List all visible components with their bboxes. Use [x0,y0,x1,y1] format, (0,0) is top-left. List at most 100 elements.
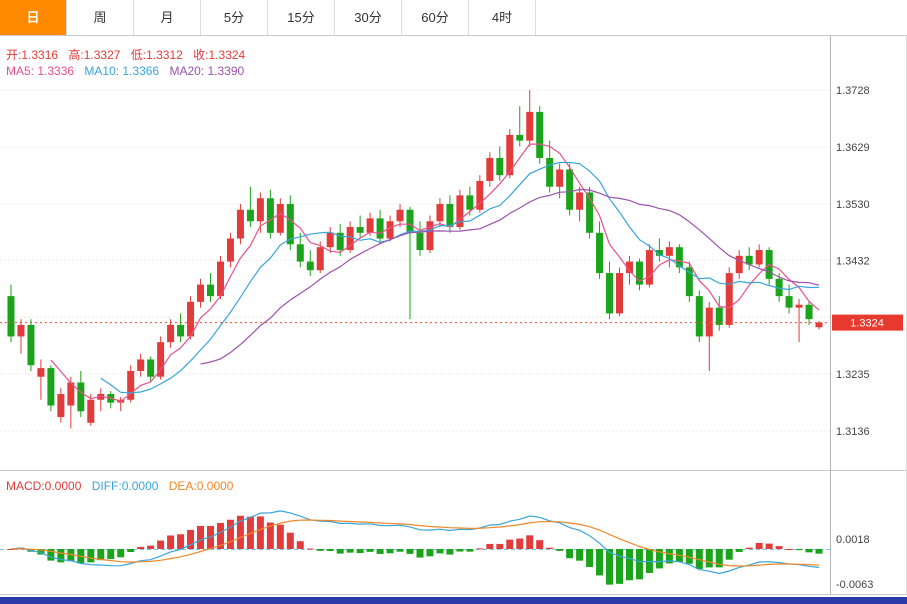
macd-bar [266,522,274,549]
macd-bar [775,546,783,549]
price-axis-label: 1.3136 [836,426,870,438]
macd-axis-label: -0.0063 [836,579,873,591]
macd-axis-label: 0.0018 [836,534,870,546]
macd-bar [137,546,145,549]
macd-bar [486,543,494,549]
candle-body [346,227,354,251]
candle-body [596,232,604,274]
macd-bar [197,525,205,549]
candle-body [456,195,464,228]
candle-body [396,209,404,222]
macd-bar [396,549,404,552]
price-axis-label: 1.3530 [836,199,870,211]
candle-body [246,209,254,222]
tab-month[interactable]: 月 [134,0,201,35]
macd-bar [47,549,55,561]
candle-body [755,250,763,265]
tab-day[interactable]: 日 [0,0,67,35]
main-chart[interactable]: 1.3728 1.3629 1.3530 1.3432 1.3235 1.3136 1.33… [0,36,907,597]
candle-body [725,273,733,325]
candle-body [655,250,663,256]
candle-body [157,342,165,377]
macd-bar [745,547,753,549]
candle-body [67,382,75,406]
macd-bar [306,548,314,550]
macd-bar [346,549,354,553]
macd-bar [695,549,703,569]
ma5-line [50,143,820,403]
candle-body [775,278,783,297]
macd-bar [157,540,165,549]
macd-bar [566,549,574,559]
candle-body [486,157,494,181]
candle-body [426,221,434,251]
candle-body [236,209,244,239]
candle-body [336,232,344,251]
timeframe-tabbar: 日 周 月 5分 15分 30分 60分 4时 [0,0,907,36]
diff-line [10,510,820,575]
candle-body [276,204,284,233]
macd-bar [655,549,663,569]
macd-bar [117,549,125,558]
candle-body [366,218,374,233]
current-price-badge-label: 1.3324 [850,318,884,330]
candle-body [436,204,444,222]
macd-bar [466,549,474,552]
macd-bar [795,549,803,551]
candle-body [566,169,574,210]
candle-body [586,192,594,233]
price-axis-label: 1.3432 [836,255,870,267]
tab-60min[interactable]: 60分 [402,0,469,35]
macd-bar [526,535,534,549]
candle-body [87,399,95,423]
candle-body [606,273,614,314]
candle-body [197,284,205,302]
candle-body [356,227,364,233]
candle-body [695,296,703,337]
candle-body [466,195,474,210]
macd-bar [735,549,743,552]
candle-body [286,204,294,245]
macd-bar [556,549,564,551]
macd-bar [586,549,594,568]
candle-body [675,247,683,268]
macd-bar [67,549,75,562]
macd-bar [386,549,394,554]
macd-bar [416,549,424,558]
candle-body [127,370,135,400]
candle-body [326,232,334,248]
candle-body [47,368,55,406]
candle-body [446,204,454,228]
macd-bar [256,516,264,549]
tab-30min[interactable]: 30分 [335,0,402,35]
candle-body [635,261,643,285]
candle-body [416,232,424,251]
macd-bar [446,549,454,555]
tab-5min[interactable]: 5分 [201,0,268,35]
macd-bar [37,549,45,555]
macd-bar [436,549,444,554]
macd-bar [226,519,234,549]
macd-bar [236,515,244,549]
tab-week[interactable]: 周 [67,0,134,35]
macd-bar [376,549,384,554]
candle-body [516,134,524,141]
candle-body [506,134,514,176]
macd-bar [805,549,813,553]
candle-body [177,324,185,337]
price-axis-label: 1.3235 [836,369,870,381]
horizontal-scrollbar[interactable] [0,597,907,604]
tab-4hour[interactable]: 4时 [469,0,536,35]
macd-bar [546,547,554,549]
tab-15min[interactable]: 15分 [268,0,335,35]
candle-body [256,198,264,222]
candle-body [27,324,35,366]
candle-body [57,394,65,418]
candle-body [685,267,693,297]
macd-bar [97,549,105,561]
candle-body [226,238,234,262]
ma20-line [200,188,820,365]
macd-bar [296,541,304,549]
dea-line [10,519,820,567]
